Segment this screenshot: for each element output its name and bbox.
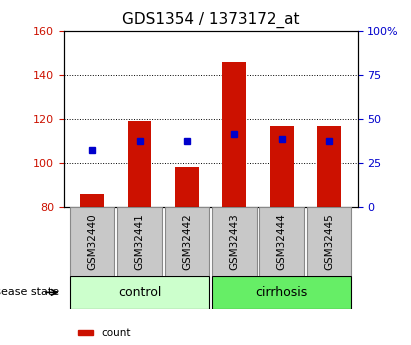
Bar [80, 194, 104, 207]
Text: disease state: disease state [0, 287, 60, 297]
Bar [259, 207, 304, 276]
Text: count: count [102, 328, 131, 338]
Bar [317, 126, 341, 207]
Text: control: control [118, 286, 161, 299]
Bar [70, 276, 209, 309]
Text: GSM32444: GSM32444 [277, 213, 287, 270]
Text: GSM32443: GSM32443 [229, 213, 239, 270]
Bar [79, 331, 92, 335]
Bar [212, 207, 256, 276]
Text: GSM32440: GSM32440 [87, 213, 97, 270]
Bar [270, 126, 293, 207]
Bar [175, 167, 199, 207]
Title: GDS1354 / 1373172_at: GDS1354 / 1373172_at [122, 12, 299, 28]
Bar [222, 62, 246, 207]
Bar [128, 121, 151, 207]
Text: GSM32441: GSM32441 [134, 213, 145, 270]
Text: cirrhosis: cirrhosis [256, 286, 308, 299]
Bar [117, 207, 162, 276]
Bar [212, 276, 351, 309]
Text: GSM32442: GSM32442 [182, 213, 192, 270]
Text: GSM32445: GSM32445 [324, 213, 334, 270]
Bar [165, 207, 209, 276]
Bar [70, 207, 114, 276]
Bar [307, 207, 351, 276]
